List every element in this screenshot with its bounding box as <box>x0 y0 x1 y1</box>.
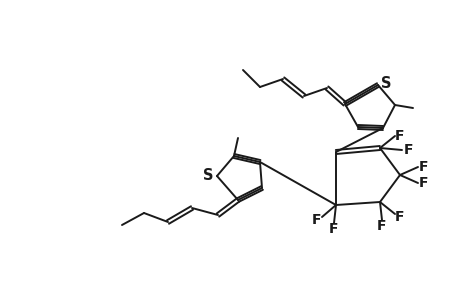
Text: F: F <box>394 129 404 143</box>
Text: F: F <box>329 222 338 236</box>
Text: F: F <box>376 219 386 233</box>
Text: F: F <box>403 143 413 157</box>
Text: F: F <box>418 176 428 190</box>
Text: S: S <box>380 76 391 91</box>
Text: F: F <box>394 210 404 224</box>
Text: F: F <box>312 213 321 227</box>
Text: S: S <box>202 169 213 184</box>
Text: F: F <box>418 160 428 174</box>
